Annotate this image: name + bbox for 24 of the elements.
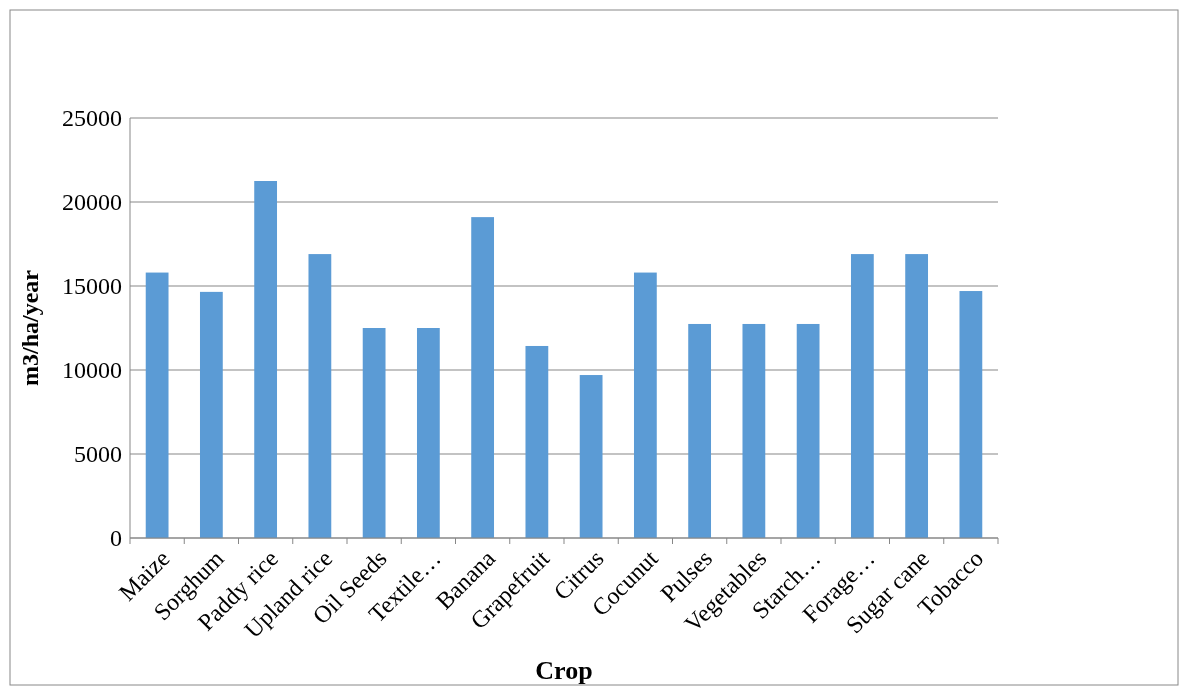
bar (254, 181, 278, 538)
y-tick-label: 10000 (62, 357, 122, 384)
y-axis-title: m3/ha/year (17, 269, 43, 386)
y-tick-label: 0 (110, 525, 122, 552)
x-axis-title: Crop (535, 656, 593, 685)
y-tick-label: 25000 (62, 105, 122, 132)
bar (905, 254, 929, 538)
y-tick-label: 5000 (74, 441, 122, 468)
bar (633, 272, 657, 538)
bar (416, 328, 440, 538)
bar (579, 375, 603, 538)
bar (308, 254, 332, 538)
y-tick-label: 15000 (62, 273, 122, 300)
bar (796, 323, 820, 538)
bar (471, 217, 495, 538)
bar (688, 323, 712, 538)
bar (145, 272, 169, 538)
bar (525, 345, 549, 538)
bar (850, 254, 874, 538)
bar (742, 323, 766, 538)
bar (362, 328, 386, 538)
bar (199, 291, 223, 538)
y-tick-label: 20000 (62, 189, 122, 216)
bar (959, 291, 983, 538)
